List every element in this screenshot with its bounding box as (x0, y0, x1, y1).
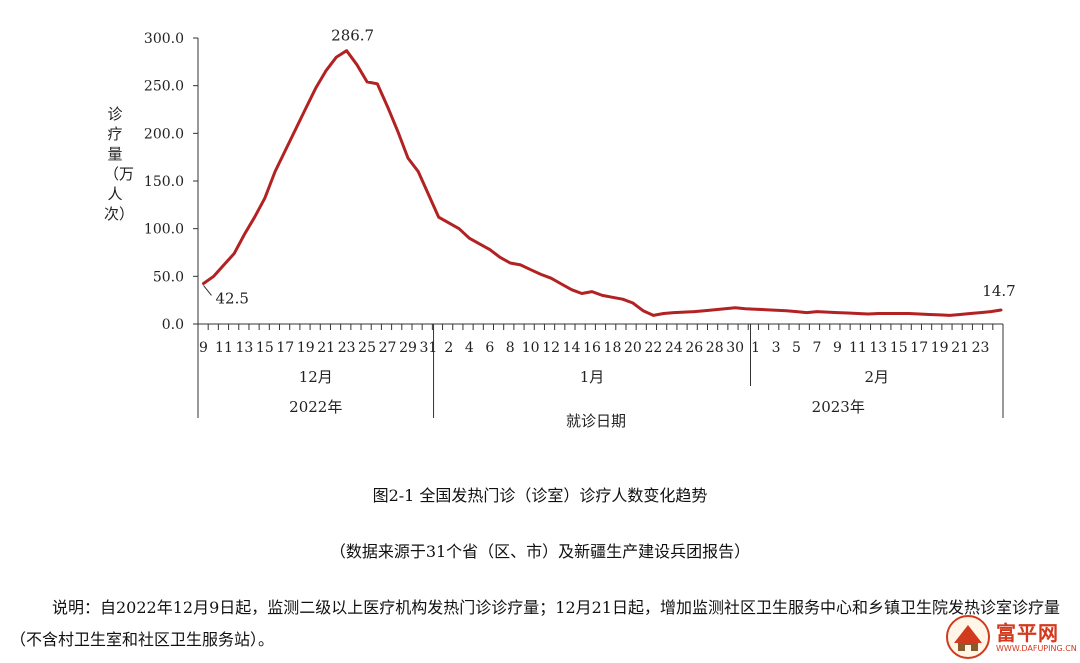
x-axis-label: 就诊日期 (566, 412, 626, 430)
x-tick-label: 22 (644, 340, 662, 356)
x-tick-label: 1 (751, 340, 760, 356)
x-tick-label: 13 (235, 340, 253, 356)
x-tick-label: 21 (951, 340, 969, 356)
month-label: 12月 (299, 368, 333, 386)
month-label: 2月 (864, 368, 889, 386)
x-tick-label: 2 (444, 340, 453, 356)
start-label-leader (203, 285, 212, 296)
series-line-group (202, 49, 1003, 317)
x-tick-label: 7 (813, 340, 822, 356)
x-tick-labels: 9 11 13 15 17 19 21 23 25 27 29 31 2 4 6 8 10 12 14 16 18 20 2… (199, 340, 989, 356)
x-tick-label: 24 (665, 340, 683, 356)
x-tick-label: 14 (563, 340, 581, 356)
y-tick-label: 200.0 (144, 126, 184, 142)
x-tick-label: 3 (772, 340, 781, 356)
watermark-subtext: WWW.DAFUPING.CN (996, 644, 1077, 653)
year-label: 2022年 (289, 398, 342, 416)
x-tick-label: 20 (624, 340, 642, 356)
figure-note: 说明：自2022年12月9日起，监测二级以上医疗机构发热门诊诊疗量；12月21日… (10, 598, 1060, 649)
x-tick-label: 15 (890, 340, 908, 356)
x-tick-label: 17 (276, 340, 294, 356)
x-tick-label: 11 (849, 340, 867, 356)
x-tick-label: 9 (199, 340, 208, 356)
x-tick-label: 27 (379, 340, 397, 356)
x-tick-label: 5 (792, 340, 801, 356)
y-tick-labels: 0.0 50.0 100.0 150.0 200.0 250.0 300.0 (144, 31, 184, 333)
x-tick-label: 12 (542, 340, 560, 356)
x-tick-label: 17 (910, 340, 928, 356)
x-tick-label: 6 (485, 340, 494, 356)
x-tick-label: 23 (338, 340, 356, 356)
watermark-logo-icon (946, 615, 990, 659)
x-tick-label: 10 (522, 340, 540, 356)
x-tick-label: 23 (972, 340, 990, 356)
y-axis-label: 诊疗量（万人次） (104, 105, 135, 223)
y-tick-label: 50.0 (153, 269, 184, 285)
year-label: 2023年 (812, 398, 865, 416)
x-tick-label: 18 (604, 340, 622, 356)
peak-data-label: 286.7 (331, 27, 374, 45)
x-tick-label: 19 (297, 340, 315, 356)
y-tick-label: 150.0 (144, 174, 184, 190)
x-tick-label: 4 (465, 340, 474, 356)
x-tick-label: 26 (685, 340, 703, 356)
figure-source: （数据来源于31个省（区、市）及新疆生产建设兵团报告） (329, 542, 751, 561)
end-data-label: 14.7 (982, 282, 1015, 300)
x-tick-label: 29 (399, 340, 417, 356)
watermark-text: 富平网 (996, 621, 1059, 645)
data-labels: 286.7 42.5 14.7 (203, 27, 1016, 307)
x-tick-label: 16 (583, 340, 601, 356)
y-tick-label: 0.0 (162, 317, 184, 333)
start-data-label: 42.5 (216, 289, 249, 307)
x-tick-label: 31 (420, 340, 438, 356)
x-tick-label: 25 (358, 340, 376, 356)
figure-title: 图2-1 全国发热门诊（诊室）诊疗人数变化趋势 (372, 486, 708, 505)
x-tick-label: 30 (726, 340, 744, 356)
series-line (202, 49, 1003, 317)
y-tick-label: 300.0 (144, 31, 184, 47)
x-tick-label: 21 (317, 340, 335, 356)
x-tick-label: 13 (869, 340, 887, 356)
y-tick-label: 100.0 (144, 222, 184, 238)
x-tick-label: 19 (931, 340, 949, 356)
x-tick-label: 28 (706, 340, 724, 356)
x-tick-label: 11 (215, 340, 233, 356)
chart-axes (193, 37, 1004, 418)
x-tick-label: 15 (256, 340, 274, 356)
y-tick-label: 250.0 (144, 79, 184, 95)
x-tick-label: 8 (506, 340, 515, 356)
x-tick-label: 9 (833, 340, 842, 356)
month-label: 1月 (580, 368, 605, 386)
